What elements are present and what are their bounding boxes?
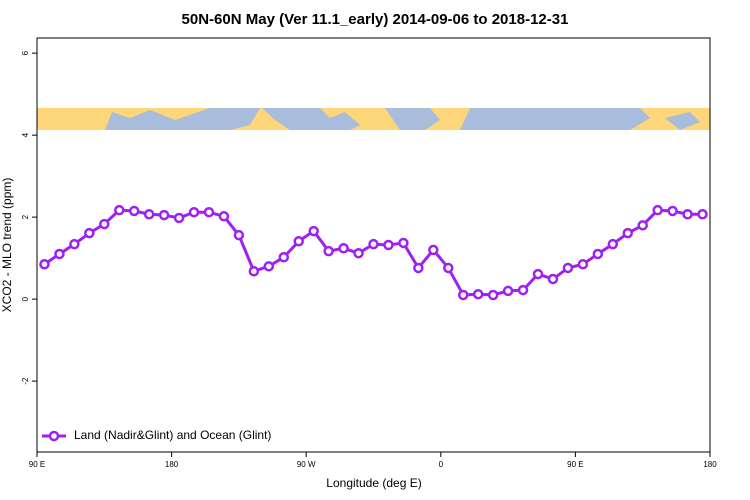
data-point bbox=[607, 238, 619, 250]
data-point bbox=[592, 248, 604, 260]
data-point bbox=[682, 209, 693, 220]
data-point bbox=[188, 206, 200, 218]
plot-frame bbox=[36, 37, 711, 453]
data-point bbox=[203, 206, 215, 218]
y-axis-label: XCO2 - MLO trend (ppm) bbox=[0, 178, 14, 313]
data-point bbox=[338, 243, 349, 254]
data-point bbox=[218, 211, 230, 222]
legend-marker bbox=[48, 430, 60, 442]
data-point bbox=[114, 204, 125, 216]
y-tick-label: -2 bbox=[21, 377, 30, 385]
data-point bbox=[278, 252, 290, 263]
data-point bbox=[263, 261, 275, 272]
data-point bbox=[443, 262, 454, 274]
data-point bbox=[173, 212, 185, 224]
x-tick-label: 90 W bbox=[297, 460, 316, 469]
data-point bbox=[487, 289, 499, 301]
data-point bbox=[353, 247, 364, 259]
data-point bbox=[577, 259, 589, 270]
data-point bbox=[233, 229, 245, 241]
data-point bbox=[413, 262, 424, 274]
data-point bbox=[143, 209, 155, 220]
x-tick-label: 180 bbox=[703, 460, 717, 469]
y-tick-label: 4 bbox=[21, 132, 30, 137]
data-point bbox=[532, 268, 544, 280]
data-point bbox=[517, 284, 529, 296]
data-point bbox=[652, 204, 663, 216]
data-point bbox=[502, 285, 514, 297]
y-tick-label: 2 bbox=[21, 214, 30, 219]
data-point bbox=[457, 289, 469, 301]
data-point bbox=[248, 265, 260, 277]
map-strip bbox=[37, 108, 710, 130]
legend-label: Land (Nadir&Glint) and Ocean (Glint) bbox=[74, 428, 271, 442]
data-point bbox=[69, 238, 80, 250]
data-point bbox=[158, 209, 170, 221]
data-point bbox=[667, 205, 678, 217]
data-point bbox=[84, 227, 95, 239]
data-point bbox=[54, 248, 65, 260]
chart-title: 50N-60N May (Ver 11.1_early) 2014-09-06 … bbox=[182, 11, 569, 28]
data-point bbox=[472, 288, 484, 300]
x-tick-label: 90 E bbox=[567, 460, 583, 469]
data-point bbox=[637, 220, 648, 231]
data-point bbox=[39, 259, 50, 270]
data-point bbox=[128, 205, 140, 217]
data-point bbox=[323, 245, 334, 257]
data-point bbox=[383, 239, 394, 251]
series-line bbox=[43, 208, 703, 297]
x-tick-label: 0 bbox=[439, 460, 444, 469]
x-axis-label: Longitude (deg E) bbox=[326, 476, 421, 490]
data-point bbox=[697, 209, 708, 220]
data-point bbox=[428, 244, 439, 256]
data-point bbox=[368, 238, 379, 250]
data-point bbox=[293, 236, 304, 247]
data-point bbox=[562, 262, 574, 274]
y-tick-label: 0 bbox=[21, 296, 30, 301]
y-tick-label: 6 bbox=[21, 50, 30, 55]
data-point bbox=[308, 225, 319, 237]
data-point bbox=[398, 237, 409, 249]
data-point bbox=[622, 227, 633, 239]
data-point bbox=[99, 218, 110, 230]
data-point bbox=[547, 273, 559, 285]
x-tick-label: 180 bbox=[165, 460, 179, 469]
x-tick-label: 90 E bbox=[29, 460, 45, 469]
